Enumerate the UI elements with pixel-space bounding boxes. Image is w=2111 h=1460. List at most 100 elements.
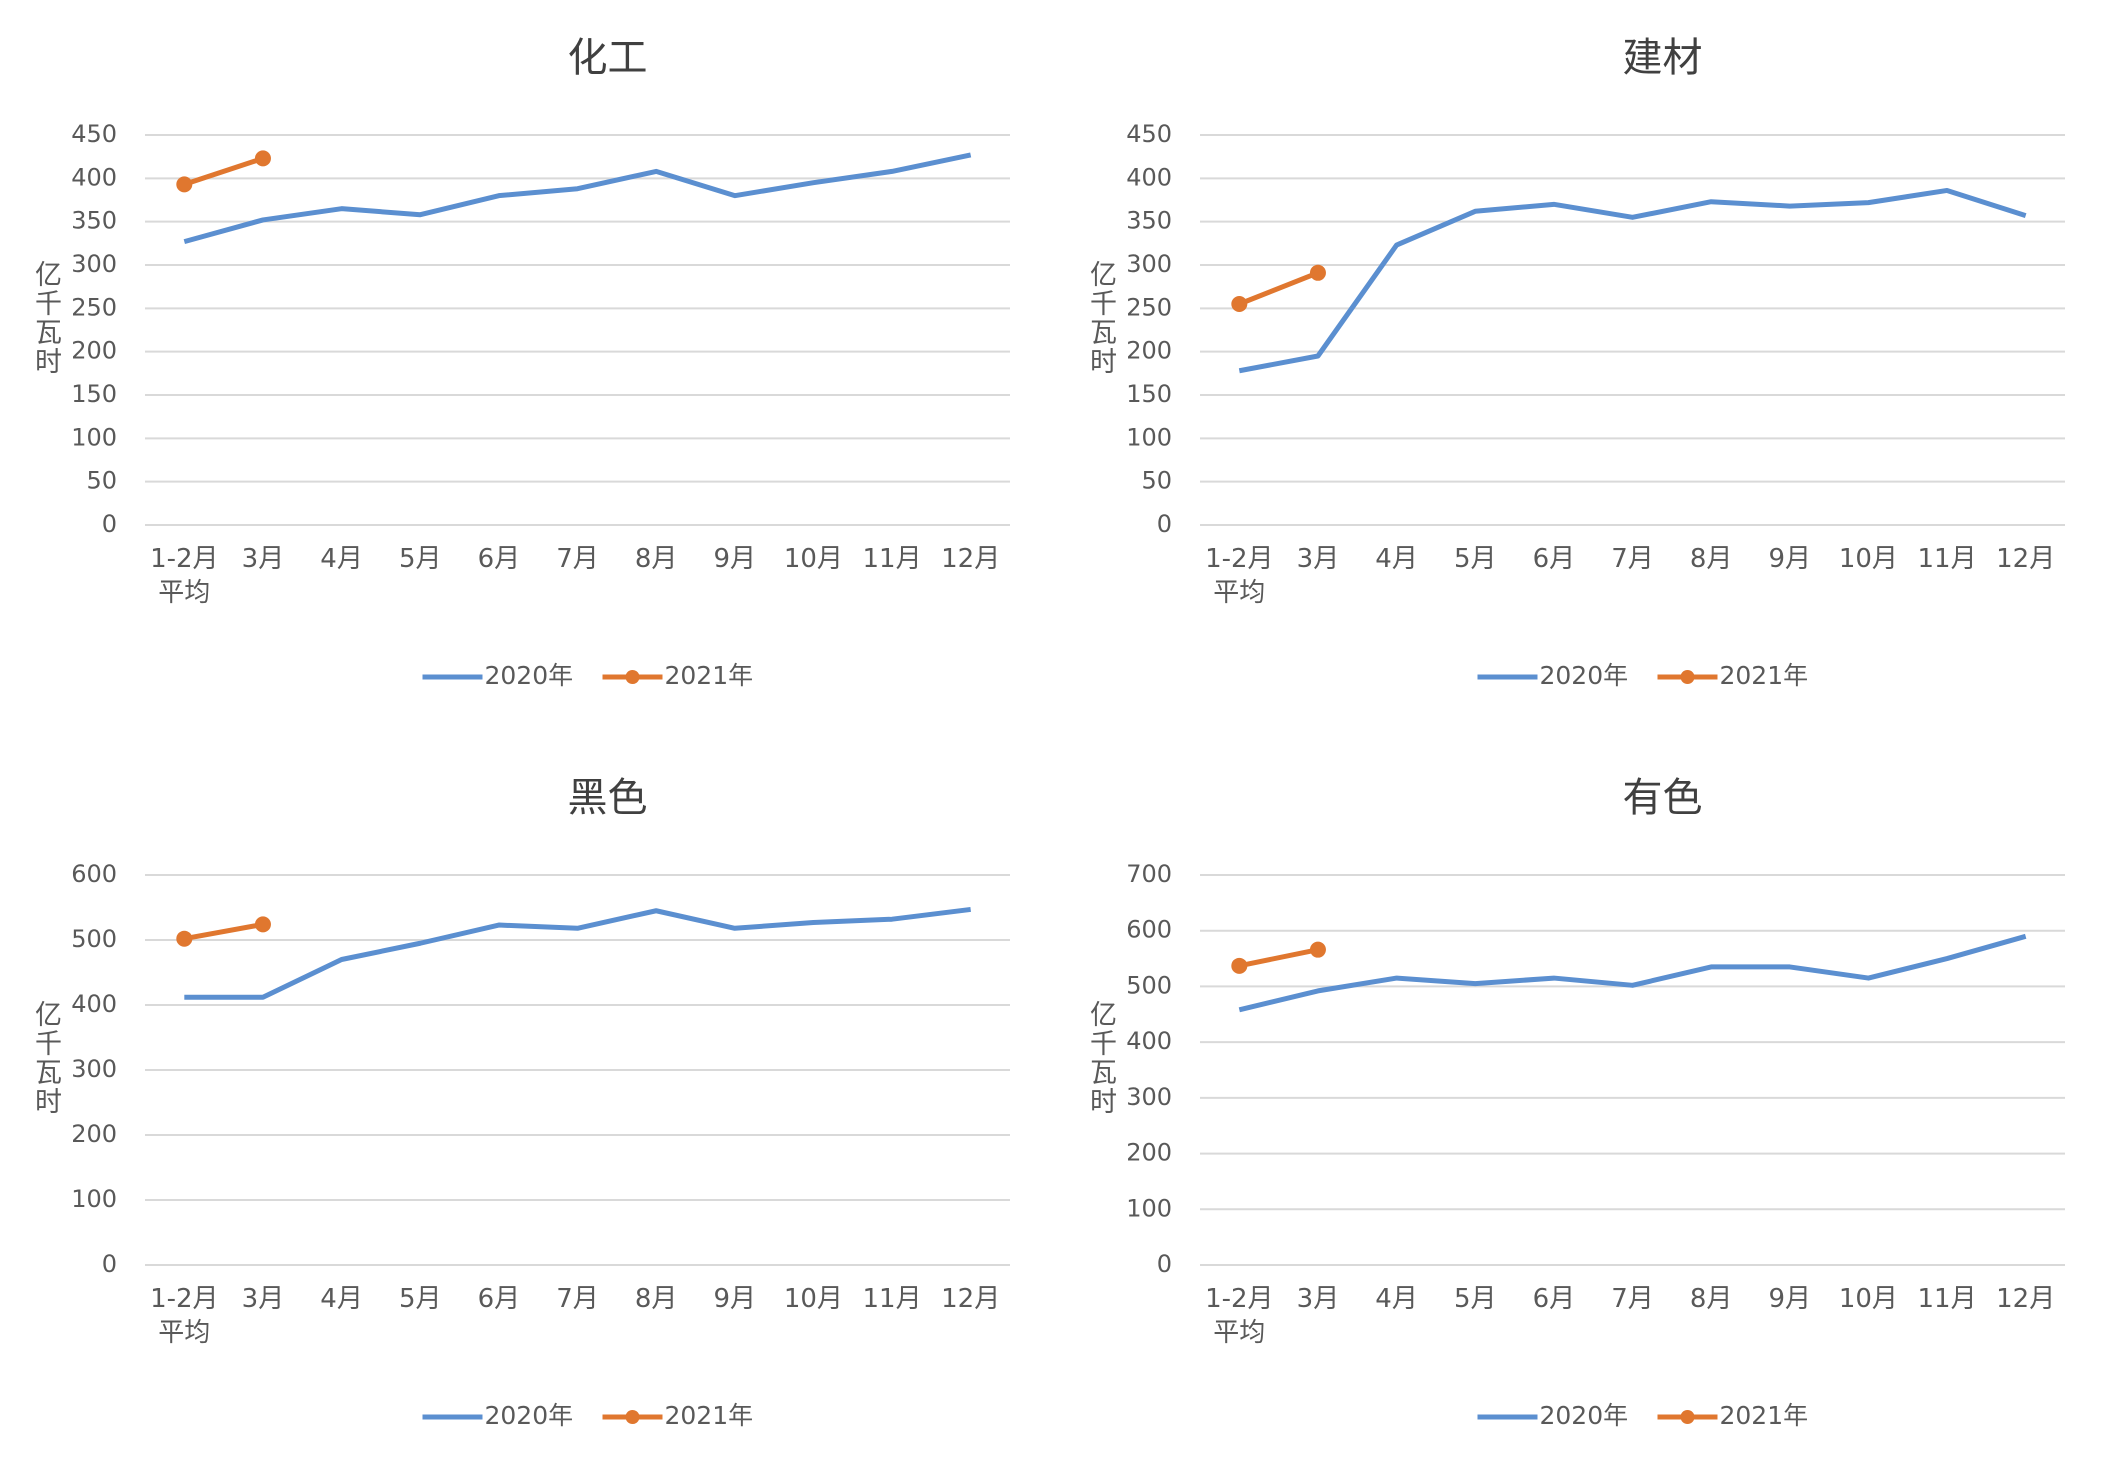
legend-marker xyxy=(1680,1410,1695,1424)
chart-panel: 化工 0 50 100 150 200 250 300 350 400 450 2020年 2021年 亿… xyxy=(0,0,1055,720)
data-line xyxy=(1238,933,2027,1013)
y-tick-label: 450 xyxy=(1126,120,1172,148)
x-tick-label: 9月 xyxy=(1768,544,1812,574)
data-point xyxy=(176,176,193,193)
x-tick-label: 7月 xyxy=(556,1284,599,1314)
y-axis-label: 亿千瓦时 xyxy=(30,260,61,376)
chart-panel: 有色 0 100 200 300 400 500 600 700 2020年 2021年 亿千瓦时 1-… xyxy=(1055,740,2110,1460)
x-tick-label: 1-2月平均 xyxy=(1205,1284,1274,1348)
data-line xyxy=(183,156,264,187)
y-tick-label: 400 xyxy=(1126,163,1172,191)
chart: 有色 0 100 200 300 400 500 600 700 2020年 2021年 xyxy=(1126,775,2065,1430)
x-tick-label: 8月 xyxy=(1689,1284,1733,1314)
y-tick-label: 50 xyxy=(86,467,117,495)
x-tick-label: 9月 xyxy=(1768,1284,1812,1314)
data-line xyxy=(183,152,972,245)
y-tick-label: 50 xyxy=(1141,467,1172,495)
chart-title: 有色 xyxy=(1623,775,1703,821)
chart: 建材 0 50 100 150 200 250 300 350 400 450 2020年 2021年 xyxy=(1126,35,2065,690)
y-tick-label: 200 xyxy=(71,1120,117,1148)
y-tick-label: 0 xyxy=(1157,1250,1172,1278)
x-tick-label: 6月 xyxy=(477,544,521,574)
legend-label: 2021年 xyxy=(1720,661,1809,690)
x-tick-label: 4月 xyxy=(1375,544,1418,574)
x-tick-label: 6月 xyxy=(1532,544,1576,574)
x-tick-label: 3月 xyxy=(1296,544,1340,574)
x-tick-label: 7月 xyxy=(1611,544,1654,574)
y-tick-label: 450 xyxy=(71,120,117,148)
x-tick-label: 10月 xyxy=(783,544,843,574)
y-axis-label: 亿千瓦时 xyxy=(1085,260,1116,376)
x-tick-label: 8月 xyxy=(634,1284,678,1314)
data-line xyxy=(1238,187,2027,374)
x-tick-label: 4月 xyxy=(1375,1284,1418,1314)
x-tick-label: 3月 xyxy=(241,544,285,574)
chart-title: 化工 xyxy=(568,35,648,81)
y-tick-label: 300 xyxy=(1126,250,1172,278)
x-tick-label: 7月 xyxy=(1611,1284,1654,1314)
x-tick-label: 11月 xyxy=(862,544,922,574)
y-tick-label: 400 xyxy=(71,163,117,191)
x-tick-label: 6月 xyxy=(1532,1284,1576,1314)
y-tick-label: 400 xyxy=(71,990,117,1018)
legend-label: 2020年 xyxy=(485,661,574,690)
legend-label: 2021年 xyxy=(665,1401,754,1430)
y-tick-label: 200 xyxy=(71,337,117,365)
x-tick-label: 11月 xyxy=(1917,1284,1977,1314)
y-tick-label: 400 xyxy=(1126,1027,1172,1055)
x-tick-label: 1-2月平均 xyxy=(150,544,219,608)
y-tick-label: 100 xyxy=(71,423,117,451)
y-tick-label: 700 xyxy=(1126,860,1172,888)
y-tick-label: 600 xyxy=(1126,916,1172,944)
legend-label: 2020年 xyxy=(1540,661,1629,690)
data-line xyxy=(1238,270,1319,307)
y-tick-label: 0 xyxy=(102,510,117,538)
y-tick-label: 500 xyxy=(1126,971,1172,999)
x-tick-label: 12月 xyxy=(1996,544,2056,574)
x-tick-label: 4月 xyxy=(320,544,363,574)
data-point xyxy=(254,916,271,933)
y-tick-label: 250 xyxy=(71,293,117,321)
x-tick-label: 5月 xyxy=(1453,544,1497,574)
y-tick-label: 0 xyxy=(102,1250,117,1278)
x-tick-label: 5月 xyxy=(398,544,442,574)
x-tick-label: 12月 xyxy=(941,544,1001,574)
y-tick-label: 150 xyxy=(71,380,117,408)
x-tick-label: 1-2月平均 xyxy=(1205,544,1274,608)
x-tick-label: 12月 xyxy=(941,1284,1001,1314)
x-tick-label: 10月 xyxy=(1838,1284,1898,1314)
data-point xyxy=(254,150,271,167)
chart-panel: 建材 0 50 100 150 200 250 300 350 400 450 2020年 2021年 亿… xyxy=(1055,0,2110,720)
chart-panel: 黑色 0 100 200 300 400 500 600 2020年 2021年 亿千瓦时 1-2月平… xyxy=(0,740,1055,1460)
chart-title: 建材 xyxy=(1623,35,1703,81)
y-tick-label: 0 xyxy=(1157,510,1172,538)
data-line xyxy=(184,906,971,1000)
x-tick-label: 5月 xyxy=(398,1284,442,1314)
y-tick-label: 150 xyxy=(1126,380,1172,408)
y-tick-label: 350 xyxy=(1126,207,1172,235)
x-tick-label: 9月 xyxy=(713,544,757,574)
x-tick-label: 1-2月平均 xyxy=(150,1284,219,1348)
y-axis-label: 亿千瓦时 xyxy=(1085,1000,1116,1116)
data-line xyxy=(183,921,264,942)
data-point xyxy=(176,930,193,947)
x-tick-label: 3月 xyxy=(1296,1284,1340,1314)
x-tick-label: 4月 xyxy=(320,1284,363,1314)
y-tick-label: 100 xyxy=(71,1185,117,1213)
y-tick-label: 350 xyxy=(71,207,117,235)
legend-marker xyxy=(625,670,640,684)
legend-marker xyxy=(1680,670,1695,684)
x-tick-label: 10月 xyxy=(783,1284,843,1314)
data-point xyxy=(1231,296,1248,312)
y-axis-label: 亿千瓦时 xyxy=(30,1000,61,1116)
x-tick-label: 3月 xyxy=(241,1284,285,1314)
x-tick-label: 12月 xyxy=(1996,1284,2056,1314)
data-line xyxy=(1238,947,1319,969)
data-point xyxy=(1309,264,1326,281)
y-tick-label: 250 xyxy=(1126,293,1172,321)
chart: 化工 0 50 100 150 200 250 300 350 400 450 2020年 2021年 xyxy=(71,35,1010,690)
x-tick-label: 8月 xyxy=(634,544,678,574)
y-tick-label: 100 xyxy=(1126,423,1172,451)
x-tick-label: 5月 xyxy=(1453,1284,1497,1314)
